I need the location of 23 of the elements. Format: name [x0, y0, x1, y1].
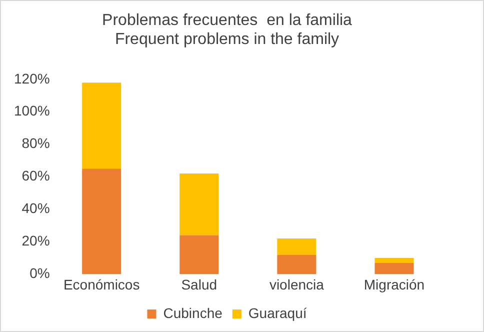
bar	[180, 235, 219, 274]
text: Frequent problems in the family	[114, 31, 340, 48]
legend-label: Guaraquí	[248, 304, 307, 321]
bar	[82, 168, 122, 274]
y-tick-label: 120%	[14, 70, 50, 86]
bar	[180, 174, 219, 236]
x-tick-label: Migración	[364, 276, 425, 292]
y-tick-label: 60%	[22, 168, 50, 184]
bar	[374, 258, 414, 263]
legend-label: Cubinche	[163, 304, 223, 321]
bar	[374, 262, 414, 274]
x-tick-label: Salud	[181, 276, 218, 292]
y-tick-label: 0%	[30, 265, 50, 282]
x-tick-label: Económicos	[63, 276, 140, 292]
y-tick-label: 40%	[22, 200, 50, 216]
y-tick-label: 80%	[22, 135, 50, 152]
bar	[277, 238, 316, 255]
bar	[277, 254, 316, 274]
text: Problemas frecuentes en la familia	[102, 12, 352, 30]
y-tick-label: 20%	[22, 232, 50, 249]
y-tick-label: 100%	[14, 102, 50, 119]
x-tick-label: violencia	[269, 276, 324, 292]
bar	[82, 82, 122, 169]
